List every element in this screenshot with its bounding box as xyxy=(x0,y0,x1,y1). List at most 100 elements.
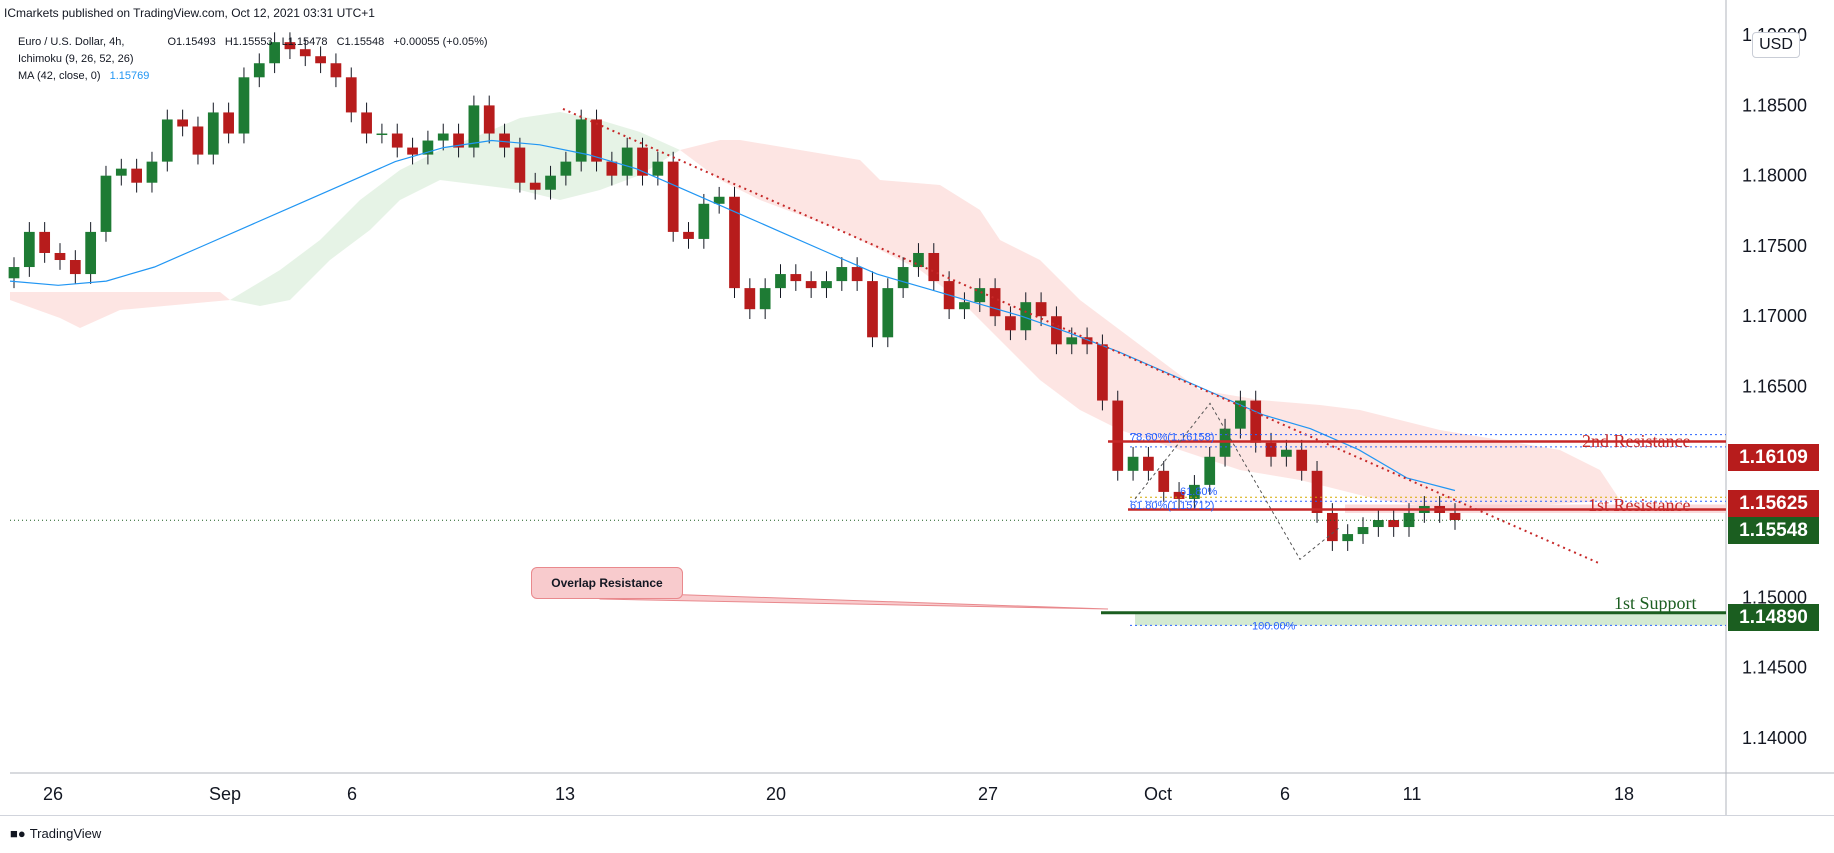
candle xyxy=(882,278,894,348)
candle-body xyxy=(545,175,556,190)
candle-body xyxy=(69,260,81,275)
candle xyxy=(652,151,664,186)
candle xyxy=(637,137,648,186)
candle-body xyxy=(560,161,572,176)
candle-body xyxy=(54,252,66,261)
candle-body xyxy=(131,168,143,183)
footer-divider xyxy=(0,815,1834,816)
candle-body xyxy=(1357,527,1369,535)
candle xyxy=(1281,439,1292,467)
candle-body xyxy=(1066,337,1078,345)
candle xyxy=(729,186,740,298)
candle xyxy=(207,102,219,165)
candle xyxy=(606,151,618,186)
candle xyxy=(468,95,480,158)
overlap-resistance-callout[interactable]: Overlap Resistance xyxy=(531,567,683,599)
candle-body xyxy=(315,56,326,64)
candle xyxy=(54,243,66,270)
price-tick-label: 1.17000 xyxy=(1742,306,1807,326)
candle xyxy=(238,67,250,144)
candle-body xyxy=(744,288,756,310)
legend-low: L1.15478 xyxy=(281,36,328,48)
ma-line xyxy=(9,139,1456,492)
candle xyxy=(1204,446,1216,495)
candle-body xyxy=(1326,512,1338,542)
candle-body xyxy=(713,196,725,204)
candle xyxy=(115,158,127,186)
price-tick-label: 1.17500 xyxy=(1742,236,1807,256)
candle-body xyxy=(1449,512,1461,521)
candle xyxy=(913,243,924,277)
candle xyxy=(805,271,817,298)
candle-body xyxy=(453,133,464,148)
candle xyxy=(1189,475,1200,509)
candle xyxy=(1035,292,1047,327)
candle-body xyxy=(591,119,602,162)
candle xyxy=(1372,510,1384,537)
time-tick-label: 20 xyxy=(766,784,786,804)
legend-ma-row[interactable]: MA (42, close, 0) 1.15769 xyxy=(18,68,494,85)
legend-close: C1.15548 xyxy=(336,36,385,48)
candle xyxy=(1326,503,1338,551)
candle-body xyxy=(1219,428,1231,457)
candle xyxy=(1127,446,1139,481)
candle xyxy=(1449,503,1461,530)
candle xyxy=(790,264,802,291)
candle-body xyxy=(913,252,924,268)
candles xyxy=(8,32,1461,551)
ichimoku-cloud xyxy=(10,112,1620,510)
fib-100-label: 100.00% xyxy=(1252,620,1296,632)
legend-ichimoku[interactable]: Ichimoku (9, 26, 52, 26) xyxy=(18,53,134,65)
candle-body xyxy=(1281,449,1292,457)
candle xyxy=(1357,517,1369,544)
candle-body xyxy=(1143,456,1154,471)
candle-body xyxy=(299,49,311,57)
candle-body xyxy=(1265,442,1277,457)
candle-body xyxy=(575,119,587,162)
candle-body xyxy=(989,288,1001,317)
candle xyxy=(591,109,602,172)
candle-body xyxy=(483,105,495,134)
currency-button[interactable]: USD xyxy=(1752,32,1800,58)
candle xyxy=(391,123,403,158)
time-tick-label: 18 xyxy=(1614,784,1634,804)
price-tick-label: 1.18500 xyxy=(1742,95,1807,115)
candle xyxy=(713,186,725,214)
candle-body xyxy=(652,161,664,176)
candle-body xyxy=(1342,534,1354,542)
candle-body xyxy=(683,231,694,239)
candle-body xyxy=(223,112,234,134)
candle-body xyxy=(1081,337,1093,345)
legend-symbol: Euro / U.S. Dollar, 4h, xyxy=(18,36,125,48)
candle-body xyxy=(177,119,188,127)
axes: 1.190001.185001.180001.175001.170001.165… xyxy=(43,25,1807,804)
candle-body xyxy=(759,288,771,310)
candle xyxy=(23,222,35,277)
second-resistance-price-tag: 1.16109 xyxy=(1728,444,1819,471)
candle xyxy=(1342,524,1354,551)
candle xyxy=(437,123,449,151)
candle xyxy=(284,32,296,60)
candle xyxy=(299,39,311,67)
candle-body xyxy=(1020,302,1032,331)
candle xyxy=(759,278,771,320)
first-resistance-label: 1st Resistance xyxy=(1588,495,1691,515)
candle xyxy=(683,222,694,249)
candle-body xyxy=(207,112,219,155)
candle-body xyxy=(115,168,127,176)
candle xyxy=(345,67,357,123)
time-tick-label: 6 xyxy=(347,784,357,804)
candle-body xyxy=(1051,316,1062,345)
candle xyxy=(575,109,587,172)
candle-body xyxy=(821,281,832,289)
candle xyxy=(1112,390,1124,481)
candle xyxy=(483,95,495,144)
candle-body xyxy=(514,147,526,183)
time-tick-label: 11 xyxy=(1403,784,1422,804)
candle xyxy=(131,158,143,193)
candle-body xyxy=(161,119,173,162)
candle xyxy=(330,53,342,88)
time-tick-label: Oct xyxy=(1144,784,1172,804)
candle-body xyxy=(1005,316,1016,331)
